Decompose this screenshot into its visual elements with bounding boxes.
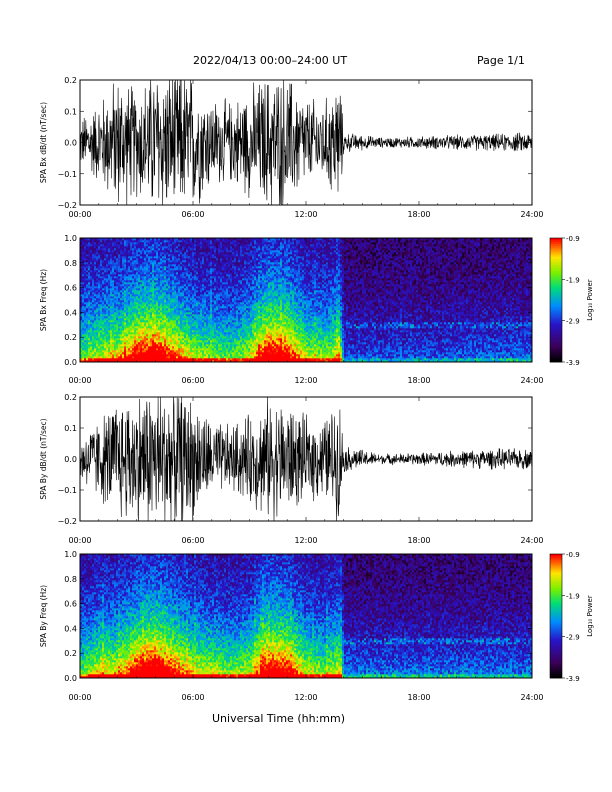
figure: 0.20.10.0−0.1−0.200:00 06:00 12:00 18:00 24:… — [0, 0, 612, 792]
colorbar-2 — [550, 238, 565, 362]
y-tick-label: 0.1 — [64, 107, 77, 116]
y-tick-label: 0.4 — [64, 624, 77, 633]
x-tick-label: 00:00 — [68, 536, 91, 545]
y-tick-label: 1.0 — [64, 234, 77, 243]
y-tick-label: −0.2 — [58, 201, 77, 210]
colorbar-tick-label: -3.9 — [566, 675, 580, 683]
x-tick-label: 12:00 — [294, 376, 317, 385]
y-tick-label: 0.4 — [64, 308, 77, 317]
y-tick-label: 0.1 — [64, 424, 77, 433]
y-tick-label: 0.8 — [64, 575, 77, 584]
colorbar-tick-label: -1.9 — [566, 276, 580, 284]
y-tick-label: −0.2 — [58, 517, 77, 526]
chart-panel-3 — [80, 397, 532, 521]
x-tick-label: 06:00 — [181, 536, 204, 545]
x-tick-label: 06:00 — [181, 210, 204, 219]
x-tick-label: 24:00 — [520, 536, 543, 545]
x-tick-label: 18:00 — [407, 693, 430, 702]
y-axis-label: SPA Bx dB/dt (nT/sec) — [39, 102, 48, 183]
y-tick-label: 0.6 — [64, 284, 77, 293]
x-tick-label: 24:00 — [520, 693, 543, 702]
y-tick-label: 0.2 — [64, 333, 77, 342]
y-tick-label: 1.0 — [64, 550, 77, 559]
colorbar-tick-label: -3.9 — [566, 359, 580, 367]
chart-panel-2 — [80, 238, 532, 362]
x-tick-label: 06:00 — [181, 376, 204, 385]
x-tick-label: 24:00 — [520, 376, 543, 385]
chart-panel-1 — [80, 80, 532, 205]
y-tick-label: −0.1 — [58, 170, 77, 179]
x-tick-label: 12:00 — [294, 536, 317, 545]
chart-panel-4 — [80, 554, 532, 678]
colorbar-label: Log₁₀ Power — [586, 279, 594, 321]
y-axis-label: SPA By Freq (Hz) — [39, 585, 48, 647]
colorbar-4 — [550, 554, 565, 678]
colorbar-tick-label: -0.9 — [566, 235, 580, 243]
y-tick-label: 0.2 — [64, 649, 77, 658]
x-tick-label: 00:00 — [68, 210, 91, 219]
x-tick-label: 18:00 — [407, 536, 430, 545]
x-tick-label: 18:00 — [407, 210, 430, 219]
x-tick-label: 24:00 — [520, 210, 543, 219]
y-tick-label: 0.8 — [64, 259, 77, 268]
colorbar-tick-label: -1.9 — [566, 592, 580, 600]
colorbar-tick-label: -2.9 — [566, 318, 580, 326]
y-tick-label: 0.2 — [64, 76, 77, 85]
x-tick-label: 00:00 — [68, 376, 91, 385]
colorbar-tick-label: -2.9 — [566, 634, 580, 642]
x-tick-label: 06:00 — [181, 693, 204, 702]
y-tick-label: 0.6 — [64, 600, 77, 609]
y-tick-label: −0.1 — [58, 486, 77, 495]
y-tick-label: 0.2 — [64, 393, 77, 402]
colorbar-tick-label: -0.9 — [566, 551, 580, 559]
x-tick-label: 18:00 — [407, 376, 430, 385]
x-axis-label: Universal Time (hh:mm) — [212, 712, 345, 725]
x-tick-label: 00:00 — [68, 693, 91, 702]
x-tick-label: 12:00 — [294, 693, 317, 702]
y-tick-label: 0.0 — [64, 139, 77, 148]
colorbar-label: Log₁₀ Power — [586, 595, 594, 637]
y-axis-label: SPA Bx Freq (Hz) — [39, 269, 48, 331]
x-tick-label: 12:00 — [294, 210, 317, 219]
y-axis-label: SPA By dB/dt (nT/sec) — [39, 418, 48, 499]
y-tick-label: 0.0 — [64, 358, 77, 367]
y-tick-label: 0.0 — [64, 674, 77, 683]
y-tick-label: 0.0 — [64, 455, 77, 464]
